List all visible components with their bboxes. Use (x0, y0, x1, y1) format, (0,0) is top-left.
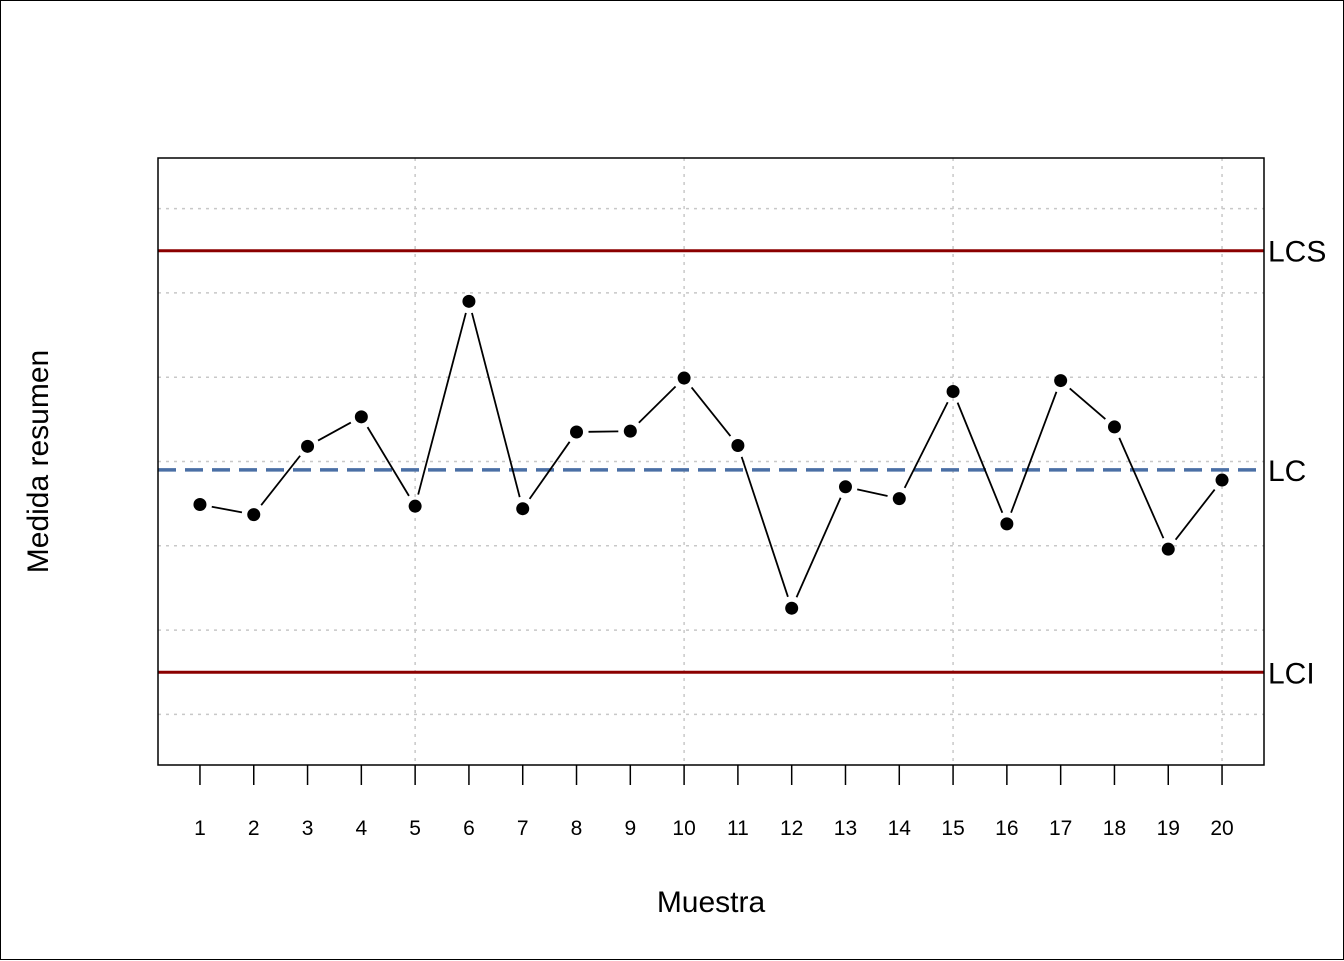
x-tick-label-6: 6 (463, 817, 475, 840)
x-tick-label-1: 1 (194, 817, 206, 840)
data-point-12 (785, 602, 798, 615)
x-tick-label-19: 19 (1157, 817, 1180, 840)
x-tick-label-9: 9 (624, 817, 636, 840)
series-segment-17 (1070, 388, 1106, 419)
series-segment-2 (261, 456, 300, 505)
x-tick-label-13: 13 (834, 817, 857, 840)
series-segment-5 (418, 313, 466, 495)
y-axis-title: Medida resumen (22, 350, 55, 573)
data-point-20 (1216, 474, 1229, 487)
x-axis-title: Muestra (657, 886, 766, 919)
data-point-11 (731, 439, 744, 452)
series-segment-10 (692, 387, 731, 436)
data-point-2 (247, 508, 260, 521)
x-tick-label-18: 18 (1103, 817, 1126, 840)
data-point-4 (355, 410, 368, 423)
x-tick-label-3: 3 (302, 817, 314, 840)
series-points (193, 295, 1228, 615)
data-point-14 (893, 492, 906, 505)
limit-label-lcs: LCS (1268, 236, 1326, 269)
x-tick-label-12: 12 (780, 817, 803, 840)
series-segment-12 (797, 498, 841, 597)
data-point-13 (839, 480, 852, 493)
data-point-15 (947, 385, 960, 398)
data-point-8 (570, 425, 583, 438)
x-tick-label-20: 20 (1210, 817, 1233, 840)
x-tick-label-7: 7 (517, 817, 529, 840)
limit-label-lc: LC (1268, 455, 1306, 488)
series-segment-4 (368, 427, 409, 496)
x-tick-label-8: 8 (571, 817, 583, 840)
series-segment-15 (958, 403, 1003, 513)
x-tick-label-17: 17 (1049, 817, 1072, 840)
x-tick-label-4: 4 (355, 817, 367, 840)
data-point-16 (1000, 517, 1013, 530)
data-point-19 (1162, 543, 1175, 556)
grid (158, 158, 1264, 765)
data-point-10 (678, 372, 691, 385)
x-tick-label-16: 16 (995, 817, 1018, 840)
control-limits: LCS LC LCI (158, 236, 1326, 691)
data-point-3 (301, 440, 314, 453)
data-point-7 (516, 502, 529, 515)
data-point-9 (624, 425, 637, 438)
x-tick-label-2: 2 (248, 817, 260, 840)
series-segment-3 (318, 423, 351, 441)
x-tick-label-15: 15 (941, 817, 964, 840)
series-line (212, 313, 1215, 597)
data-point-1 (193, 498, 206, 511)
series-segment-1 (212, 507, 242, 513)
data-point-6 (462, 295, 475, 308)
series-segment-13 (857, 489, 887, 496)
limit-label-lci: LCI (1268, 657, 1315, 690)
series-segment-9 (639, 386, 676, 422)
data-point-17 (1054, 374, 1067, 387)
x-tick-label-10: 10 (672, 817, 695, 840)
series-segment-18 (1119, 438, 1163, 538)
x-tick-label-14: 14 (888, 817, 912, 840)
x-tick-label-11: 11 (727, 817, 749, 840)
series-segment-19 (1176, 490, 1215, 540)
x-tick-label-5: 5 (409, 817, 421, 840)
series-segment-14 (905, 402, 948, 488)
data-point-5 (409, 500, 422, 513)
series-segment-16 (1011, 392, 1056, 513)
data-point-18 (1108, 420, 1121, 433)
series-segment-11 (742, 457, 788, 597)
